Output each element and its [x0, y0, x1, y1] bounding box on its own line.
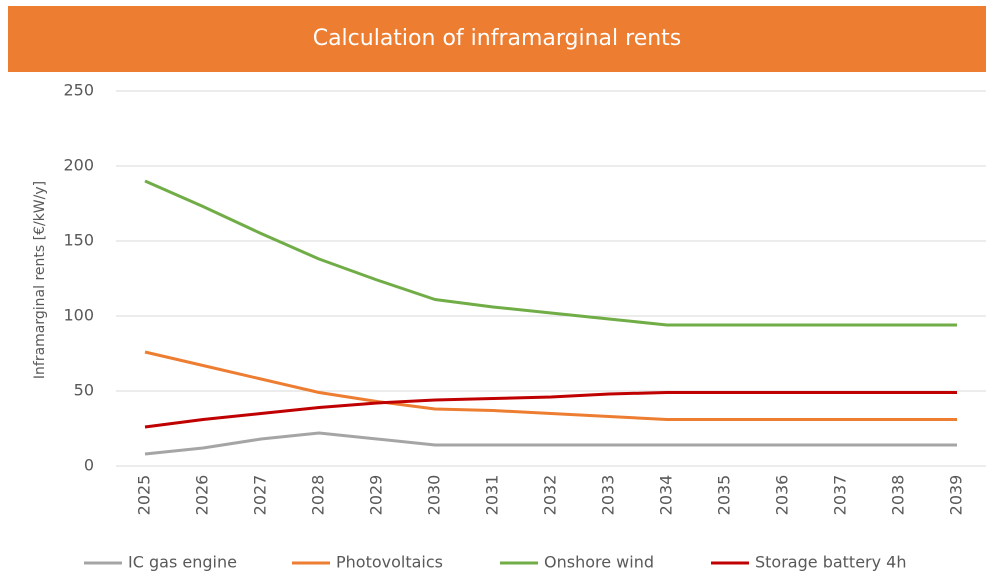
y-axis-label: Inframarginal rents [€/kW/y]: [32, 181, 48, 379]
x-tick-label: 2036: [773, 475, 792, 516]
x-tick-label: 2035: [715, 475, 734, 516]
x-tick-label: 2038: [889, 475, 908, 516]
series-line: [144, 350, 957, 421]
x-tick-label: 2026: [193, 475, 212, 516]
x-tick-label: 2030: [425, 475, 444, 516]
legend-label: Onshore wind: [544, 553, 654, 572]
x-tick-label: 2039: [947, 475, 966, 516]
x-tick-label: 2025: [135, 475, 154, 516]
series-line: [144, 431, 957, 456]
y-tick-label: 0: [84, 456, 94, 475]
x-tick-label: 2029: [367, 475, 386, 516]
x-tick-label: 2033: [599, 475, 618, 516]
legend-label: Photovoltaics: [336, 553, 443, 572]
y-tick-label: 250: [63, 81, 94, 100]
legend-label: IC gas engine: [128, 553, 237, 572]
x-tick-label: 2032: [541, 475, 560, 516]
y-tick-label: 150: [63, 231, 94, 250]
legend-label: Storage battery 4h: [755, 553, 907, 572]
x-tick-label: 2027: [251, 475, 270, 516]
x-tick-label: 2031: [483, 475, 502, 516]
series-line: [144, 391, 957, 429]
series-line: [144, 179, 957, 327]
title-banner: [8, 6, 986, 72]
y-tick-label: 100: [63, 306, 94, 325]
x-tick-label: 2034: [657, 475, 676, 516]
y-tick-label: 50: [74, 381, 94, 400]
x-tick-label: 2037: [831, 475, 850, 516]
chart-title: Calculation of inframarginal rents: [313, 26, 682, 51]
y-tick-label: 200: [63, 156, 94, 175]
x-tick-label: 2028: [309, 475, 328, 516]
